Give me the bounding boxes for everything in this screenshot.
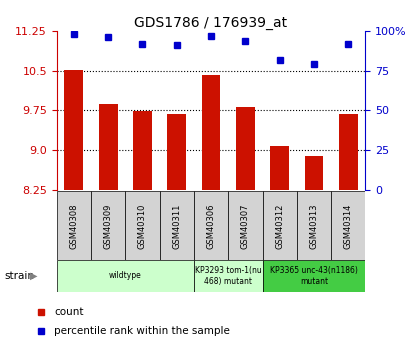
Text: GSM40312: GSM40312 [275,203,284,249]
Bar [160,191,194,260]
Text: GSM40306: GSM40306 [207,203,215,249]
Bar [64,70,83,190]
Text: KP3293 tom-1(nu
468) mutant: KP3293 tom-1(nu 468) mutant [195,266,262,286]
Bar [167,114,186,190]
Bar [57,191,91,260]
Bar [262,191,297,260]
Text: GSM40310: GSM40310 [138,203,147,249]
Text: GSM40314: GSM40314 [344,203,353,249]
Bar [297,191,331,260]
Text: strain: strain [4,271,34,281]
Text: wildtype: wildtype [109,272,142,280]
Bar [91,191,125,260]
Text: GSM40307: GSM40307 [241,203,250,249]
Bar [57,260,194,292]
Text: GSM40311: GSM40311 [172,203,181,249]
Bar [194,191,228,260]
Text: KP3365 unc-43(n1186)
mutant: KP3365 unc-43(n1186) mutant [270,266,358,286]
Text: ▶: ▶ [30,271,38,281]
Bar [331,191,365,260]
Bar [194,260,262,292]
Text: GSM40308: GSM40308 [69,203,79,249]
Bar [125,191,160,260]
Bar [133,111,152,190]
Bar [228,191,262,260]
Bar [99,104,118,190]
Bar [236,107,255,190]
Bar [304,156,323,190]
Bar [202,75,220,190]
Bar [339,114,358,190]
Title: GDS1786 / 176939_at: GDS1786 / 176939_at [134,16,288,30]
Bar [262,260,365,292]
Text: GSM40309: GSM40309 [104,203,113,249]
Text: percentile rank within the sample: percentile rank within the sample [54,326,230,336]
Text: count: count [54,307,84,317]
Bar [270,146,289,190]
Text: GSM40313: GSM40313 [310,203,318,249]
